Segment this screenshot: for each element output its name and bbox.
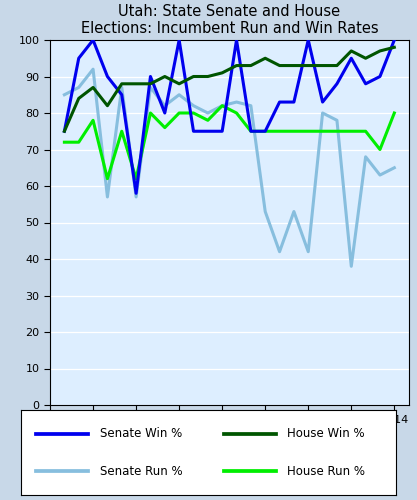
Text: House Run %: House Run % [287, 464, 365, 477]
Text: Senate Run %: Senate Run % [100, 464, 182, 477]
Title: Utah: State Senate and House
Elections: Incumbent Run and Win Rates: Utah: State Senate and House Elections: … [80, 4, 378, 36]
Text: Senate Win %: Senate Win % [100, 428, 182, 440]
Text: House Win %: House Win % [287, 428, 365, 440]
